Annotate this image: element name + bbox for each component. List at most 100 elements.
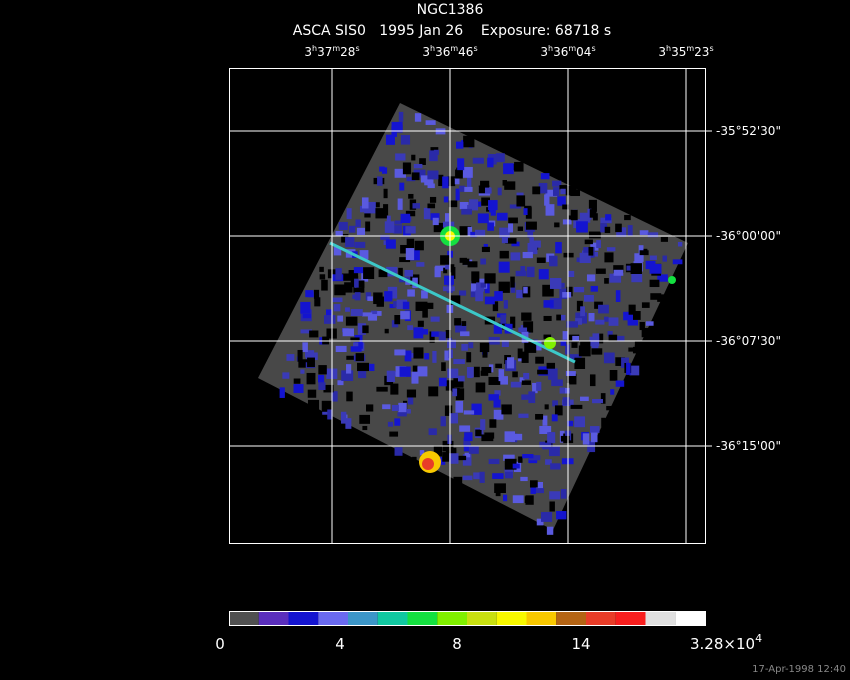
pixel-blob — [556, 314, 561, 321]
pixel-blob — [523, 286, 528, 294]
pixel-blob — [286, 354, 295, 361]
ra-value: 46 — [458, 45, 473, 59]
colorbar-label: 14 — [571, 635, 590, 653]
pixel-blob — [467, 204, 474, 210]
pixel-blob — [355, 219, 361, 228]
pixel-blob — [341, 233, 349, 243]
pixel-blob — [574, 416, 586, 428]
pixel-blob — [473, 366, 480, 378]
pixel-blob — [579, 252, 591, 264]
pixel-blob — [442, 221, 455, 228]
colorbar-segment — [645, 611, 676, 625]
pixel-blob — [677, 241, 683, 247]
pixel-blob — [548, 446, 560, 457]
pixel-blob — [467, 370, 473, 379]
pixel-blob — [479, 342, 490, 353]
pixel-blob — [367, 296, 373, 301]
pixel-blob — [533, 481, 543, 490]
pixel-blob — [485, 187, 492, 194]
pixel-blob — [488, 458, 500, 465]
pixel-blob — [588, 313, 595, 322]
ra-unit: s — [709, 44, 713, 53]
pixel-blob — [434, 266, 441, 278]
pixel-blob — [608, 317, 619, 326]
pixel-blob — [488, 394, 499, 401]
pixel-blob — [369, 363, 375, 371]
timestamp: 17-Apr-1998 12:40 — [752, 664, 846, 675]
pixel-blob — [628, 304, 636, 315]
pixel-blob — [540, 173, 550, 180]
pixel-blob — [353, 267, 364, 274]
pixel-blob — [413, 327, 424, 339]
colorbar-segment — [407, 611, 438, 625]
pixel-blob — [440, 255, 450, 265]
pixel-blob — [514, 161, 524, 172]
pixel-blob — [576, 221, 588, 233]
pixel-blob — [590, 432, 598, 443]
ra-value: 28 — [340, 45, 355, 59]
pixel-blob — [481, 197, 490, 206]
pixel-blob — [536, 518, 544, 526]
pixel-blob — [554, 222, 560, 228]
pixel-blob — [405, 210, 416, 217]
colorbar-label: 8 — [452, 635, 462, 653]
pixel-blob — [584, 239, 593, 245]
pixel-blob — [481, 366, 492, 374]
pixel-blob — [331, 391, 338, 402]
colorbar-max-mantissa: 3.28×10 — [690, 635, 755, 653]
pixel-blob — [501, 340, 509, 348]
pixel-blob — [480, 419, 486, 430]
pixel-blob — [562, 292, 572, 298]
pixel-blob — [562, 204, 569, 210]
pixel-blob — [309, 330, 319, 338]
pixel-blob — [300, 329, 313, 334]
pixel-blob — [387, 286, 398, 299]
pixel-blob — [335, 345, 347, 353]
pixel-blob — [498, 369, 505, 382]
pixel-blob — [631, 273, 643, 283]
pixel-blob — [356, 227, 366, 235]
pixel-blob — [503, 163, 514, 175]
pixel-blob — [547, 432, 556, 444]
pixel-blob — [359, 414, 371, 424]
pixel-blob — [549, 501, 555, 512]
pixel-blob — [455, 455, 467, 461]
pixel-blob — [548, 255, 558, 267]
pixel-blob — [544, 194, 550, 206]
pixel-blob — [394, 220, 403, 225]
pixel-blob — [562, 397, 570, 406]
pixel-blob — [327, 269, 340, 279]
ra-value: 37 — [317, 45, 332, 59]
coordinate-grid — [229, 68, 712, 543]
pixel-blob — [565, 371, 576, 376]
pixel-blob — [572, 335, 580, 341]
pixel-blob — [522, 454, 534, 459]
pixel-blob — [566, 286, 573, 297]
pixel-blob — [398, 267, 403, 277]
pixel-blob — [493, 399, 501, 408]
pixel-blob — [590, 285, 598, 292]
pixel-blob — [386, 215, 391, 226]
pixel-blob — [510, 381, 522, 388]
pixel-blob — [515, 270, 527, 277]
pixel-blob — [333, 304, 341, 312]
pixel-blob — [322, 336, 330, 345]
pixel-blob — [448, 349, 453, 359]
pixel-blob — [424, 353, 430, 360]
pixel-blob — [449, 453, 459, 464]
pixel-blob — [484, 273, 496, 284]
pixel-blob — [580, 306, 586, 317]
pixel-blob — [508, 223, 514, 233]
ra-value: 3 — [540, 45, 548, 59]
subtitle: ASCA SIS0 1995 Jan 26 Exposure: 68718 s — [293, 23, 611, 39]
pixel-blob — [538, 269, 549, 280]
pixel-blob — [455, 400, 464, 413]
pixel-blob — [348, 225, 356, 233]
pixel-blob — [503, 300, 508, 309]
pixel-blob — [363, 267, 375, 279]
pixel-blob — [419, 329, 429, 335]
pixel-blob — [449, 413, 459, 424]
pixel-blob — [641, 302, 650, 308]
pixel-blob — [489, 419, 497, 428]
pixel-blob — [609, 273, 622, 283]
